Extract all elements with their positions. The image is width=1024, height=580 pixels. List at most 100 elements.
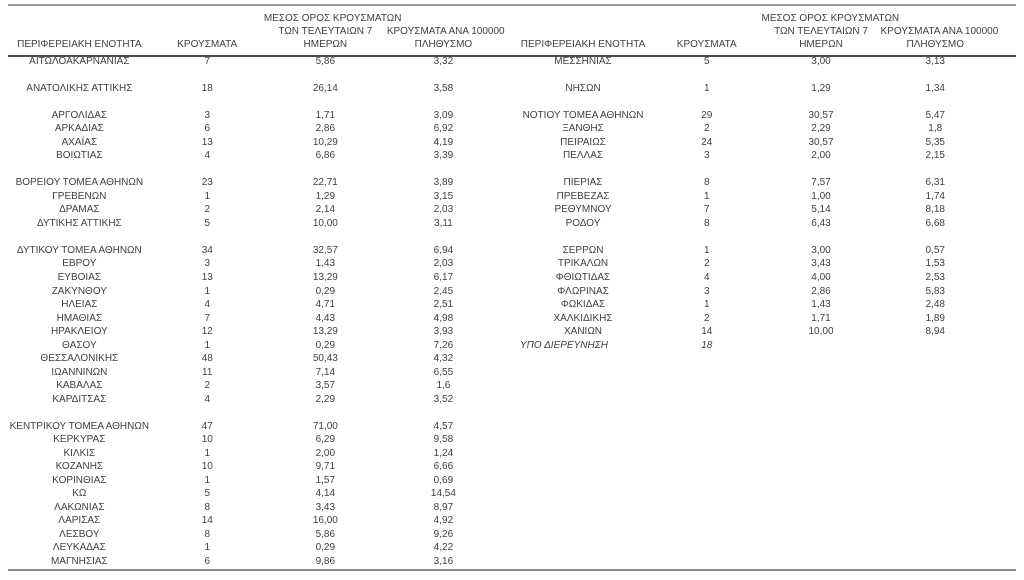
cell-regional-unit: ΙΩΑΝΝΙΝΩΝ	[51, 366, 108, 378]
header-line: ΚΡΟΥΣΜΑΤΑ	[676, 39, 737, 50]
cell-avg-7day: 1,57	[315, 474, 336, 486]
cell-per-100000: 3,16	[433, 555, 454, 567]
table-row: ΚΙΛΚΙΣ 1 2,00 1,24	[8, 447, 500, 461]
regional-cases-table-right: ΠΕΡΙΦΕΡΕΙΑΚΗ ΕΝΟΤΗΤΑ ΚΡΟΥΣΜΑΤΑ ΜΕΣΟΣ ΟΡΟ…	[514, 0, 999, 352]
cell-cases: 6	[204, 123, 211, 135]
col-header-cases: ΚΡΟΥΣΜΑΤΑ	[652, 0, 761, 55]
cell-cases: 5	[703, 55, 710, 67]
cell-cases: 3	[204, 109, 211, 121]
bottom-rule	[8, 569, 1016, 571]
table-row: ΑΡΚΑΔΙΑΣ 6 2,86 6,92	[8, 123, 500, 137]
table-row: ΣΕΡΡΩΝ 1 3,00 0,57	[514, 244, 990, 258]
table-row: ΓΡΕΒΕΝΩΝ 1 1,29 3,15	[8, 190, 500, 204]
cell-regional-unit: ΠΕΙΡΑΙΩΣ	[560, 136, 606, 148]
spacer-cell	[8, 406, 500, 420]
col-header-avg-7day: ΜΕΣΟΣ ΟΡΟΣ ΚΡΟΥΣΜΑΤΩΝ ΤΩΝ ΤΕΛΕΥΤΑΙΩΝ 7 Η…	[762, 0, 900, 55]
cell-per-100000: 4,57	[433, 420, 454, 432]
table-row: ΒΟΡΕΙΟΥ ΤΟΜΕΑ ΑΘΗΝΩΝ 23 22,71 3,89	[8, 177, 500, 191]
cell-avg-7day: 26,14	[312, 82, 338, 94]
cell-avg-7day: 2,86	[315, 123, 336, 135]
cell-per-100000: 2,48	[925, 299, 945, 311]
cell-avg-7day: 50,43	[312, 353, 338, 365]
table-row: ΚΑΒΑΛΑΣ 2 3,57 1,6	[8, 379, 500, 393]
header-line: ΜΕΣΟΣ ΟΡΟΣ ΚΡΟΥΣΜΑΤΩΝ	[263, 13, 402, 24]
header-line: ΠΕΡΙΦΕΡΕΙΑΚΗ ΕΝΟΤΗΤΑ	[520, 39, 646, 50]
cell-cases: 1	[204, 285, 211, 297]
cell-regional-unit: ΜΑΓΝΗΣΙΑΣ	[50, 555, 108, 567]
cell-per-100000: 2,03	[433, 258, 454, 270]
cell-avg-7day: 22,71	[312, 177, 338, 189]
cell-regional-unit: ΒΟΙΩΤΙΑΣ	[56, 150, 103, 162]
cell-cases: 11	[202, 366, 213, 378]
header-line: ΠΕΡΙΦΕΡΕΙΑΚΗ ΕΝΟΤΗΤΑ	[17, 39, 142, 50]
cell-cases: 5	[204, 217, 211, 229]
cell-regional-unit: ΣΕΡΡΩΝ	[562, 244, 604, 256]
cell-regional-unit: ΚΟΖΑΝΗΣ	[55, 461, 104, 473]
cell-regional-unit: ΚΩ	[72, 488, 87, 500]
cell-cases: 4	[204, 150, 211, 162]
cell-regional-unit: ΒΟΡΕΙΟΥ ΤΟΜΕΑ ΑΘΗΝΩΝ	[15, 177, 144, 189]
table-row: ΕΒΡΟΥ 3 1,43 2,03	[8, 258, 500, 272]
table-row: ΗΛΕΙΑΣ 4 4,71 2,51	[8, 298, 500, 312]
cell-cases: 1	[204, 474, 211, 486]
spacer-cell	[514, 231, 990, 245]
table-row: ΑΡΓΟΛΙΔΑΣ 3 1,71 3,09	[8, 109, 500, 123]
header-line: ΚΡΟΥΣΜΑΤΑ	[177, 39, 238, 50]
cell-regional-unit: ΝΟΤΙΟΥ ΤΟΜΕΑ ΑΘΗΝΩΝ	[522, 109, 644, 121]
cell-regional-unit: ΔΥΤΙΚΟΥ ΤΟΜΕΑ ΑΘΗΝΩΝ	[16, 244, 142, 256]
cell-regional-unit: ΛΕΣΒΟΥ	[59, 528, 100, 540]
cell-regional-unit: ΛΑΚΩΝΙΑΣ	[54, 501, 105, 513]
cell-cases: 2	[703, 312, 710, 324]
cell-cases: 4	[204, 299, 211, 311]
table-header: ΠΕΡΙΦΕΡΕΙΑΚΗ ΕΝΟΤΗΤΑ ΚΡΟΥΣΜΑΤΑ ΜΕΣΟΣ ΟΡΟ…	[514, 0, 999, 55]
header-line: ΠΛΗΘΥΣΜΟ	[906, 39, 965, 50]
cell-avg-7day: 7,14	[315, 366, 336, 378]
cell-cases: 10	[201, 434, 213, 446]
table-row: ΚΕΝΤΡΙΚΟΥ ΤΟΜΕΑ ΑΘΗΝΩΝ 47 71,00 4,57	[8, 420, 500, 434]
table-row: ΖΑΚΥΝΘΟΥ 1 0,29 2,45	[8, 285, 500, 299]
cell-cases: 48	[201, 353, 213, 365]
cell-per-100000: 1,34	[925, 82, 945, 94]
cell-per-100000: 1,53	[925, 258, 945, 270]
cell-avg-7day: 5,86	[315, 55, 336, 67]
cell-per-100000: 1,74	[925, 190, 945, 202]
left-table-body: ΑΙΤΩΛΟΑΚΑΡΝΑΝΙΑΣ 7 5,86 3,32 ΑΝΑΤΟΛΙΚΗΣ ΑΤΤΙ…	[8, 55, 500, 569]
cell-cases: 7	[204, 55, 211, 67]
cell-per-100000: 3,32	[433, 55, 454, 67]
cell-cases: 1	[204, 447, 211, 459]
cell-cases: 8	[703, 177, 710, 189]
cell-per-100000: 6,55	[433, 366, 454, 378]
cell-cases: 18	[201, 82, 213, 94]
header-row: ΠΕΡΙΦΕΡΕΙΑΚΗ ΕΝΟΤΗΤΑ ΚΡΟΥΣΜΑΤΑ ΜΕΣΟΣ ΟΡΟ…	[8, 0, 505, 55]
cell-regional-unit: ΠΙΕΡΙΑΣ	[563, 177, 603, 189]
top-rule	[8, 4, 1016, 6]
cell-cases: 7	[204, 312, 211, 324]
cell-avg-7day: 1,43	[315, 258, 336, 270]
cell-avg-7day: 3,00	[811, 244, 831, 256]
cell-per-100000: 6,68	[925, 217, 945, 229]
cell-avg-7day: 10,00	[312, 217, 338, 229]
cell-cases: 1	[703, 82, 710, 94]
cell-per-100000: 9,58	[433, 434, 454, 446]
spacer-cell	[514, 96, 990, 110]
cell-regional-unit: ΗΛΕΙΑΣ	[61, 299, 98, 311]
cell-regional-unit: ΡΕΘΥΜΝΟΥ	[554, 204, 612, 216]
cell-regional-unit: ΛΕΥΚΑΔΑΣ	[52, 542, 106, 554]
cell-per-100000: 2,53	[925, 272, 945, 283]
cell-per-100000: 9,26	[433, 528, 454, 540]
cell-cases: 4	[703, 272, 710, 283]
cell-cases: 8	[204, 528, 211, 540]
cell-per-100000: 2,45	[433, 285, 454, 297]
spacer-row	[8, 69, 500, 83]
header-line: ΠΛΗΘΥΣΜΟ	[414, 39, 473, 50]
cell-avg-7day: 1,29	[315, 190, 336, 202]
cell-regional-unit: ΛΑΡΙΣΑΣ	[58, 515, 101, 527]
cell-avg-7day: 4,71	[315, 299, 336, 311]
cell-per-100000: 8,97	[433, 501, 454, 513]
table-row: ΡΟΔΟΥ 8 6,43 6,68	[514, 217, 990, 231]
cell-cases: 2	[204, 204, 211, 216]
cell-avg-7day: 4,00	[811, 272, 831, 283]
cell-regional-unit: ΡΟΔΟΥ	[565, 217, 601, 229]
table-row: ΠΙΕΡΙΑΣ 8 7,57 6,31	[514, 177, 990, 191]
spacer-row	[8, 406, 500, 420]
